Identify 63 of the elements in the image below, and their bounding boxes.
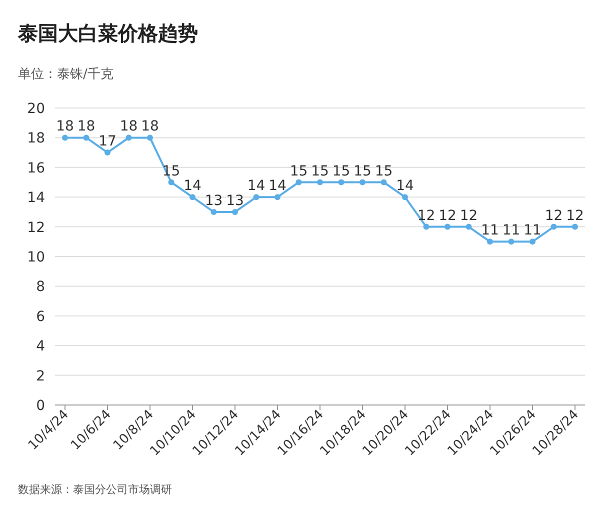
point — [62, 134, 68, 141]
point — [380, 179, 387, 186]
y-tick-label: 2 — [36, 368, 45, 384]
point — [338, 179, 344, 186]
data-label: 12 — [438, 208, 456, 224]
data-label: 12 — [566, 208, 584, 224]
data-label: 15 — [311, 163, 329, 180]
data-label: 15 — [354, 163, 372, 180]
data-label: 12 — [417, 208, 436, 224]
data-label: 13 — [204, 192, 223, 209]
data-label: 12 — [544, 208, 563, 224]
point — [423, 224, 430, 230]
point — [530, 238, 536, 245]
y-tick-label: 8 — [36, 279, 45, 296]
data-label: 11 — [524, 222, 542, 239]
point — [253, 194, 260, 200]
point — [168, 179, 174, 186]
y-tick-label: 10 — [27, 250, 45, 266]
y-tick-label: 14 — [27, 190, 46, 206]
point — [508, 238, 514, 245]
data-label: 14 — [268, 178, 286, 194]
data-label: 13 — [226, 192, 244, 209]
point — [360, 179, 366, 186]
point — [487, 238, 493, 245]
point — [444, 224, 450, 230]
point — [572, 224, 578, 230]
data-label: 11 — [502, 222, 520, 239]
point — [296, 179, 302, 186]
chart-title: 泰国大白菜价格趋势 — [17, 21, 198, 45]
data-label: 15 — [290, 163, 308, 180]
y-tick-label: 6 — [36, 308, 46, 325]
data-label: 15 — [374, 163, 393, 180]
data-label: 17 — [98, 134, 116, 150]
point — [402, 194, 408, 200]
point — [190, 194, 196, 200]
data-label: 18 — [141, 118, 159, 135]
source-note: 数据来源：泰国分公司市场调研 — [18, 483, 172, 496]
data-label: 18 — [77, 118, 96, 135]
data-label: 18 — [120, 118, 138, 135]
data-label: 12 — [460, 208, 478, 224]
y-tick-label: 12 — [27, 220, 45, 236]
y-tick-label: 4 — [36, 338, 46, 355]
point — [83, 134, 90, 141]
data-label: 18 — [56, 118, 74, 135]
data-label: 15 — [332, 163, 350, 180]
data-label: 14 — [184, 178, 202, 194]
point — [210, 208, 217, 215]
y-tick-label: 16 — [27, 160, 46, 176]
point — [147, 134, 153, 141]
point — [104, 150, 110, 156]
data-label: 14 — [247, 178, 266, 194]
chart-subtitle: 单位：泰铢/千克 — [18, 67, 114, 82]
point — [274, 194, 280, 200]
point — [466, 224, 472, 230]
point — [317, 179, 323, 186]
y-tick-label: 20 — [27, 101, 45, 117]
y-tick-label: 18 — [27, 130, 45, 147]
y-tick-label: 0 — [36, 398, 45, 414]
point — [232, 208, 238, 215]
point — [550, 224, 557, 230]
data-label: 11 — [481, 222, 499, 239]
data-label: 14 — [396, 178, 414, 194]
point — [126, 134, 132, 141]
